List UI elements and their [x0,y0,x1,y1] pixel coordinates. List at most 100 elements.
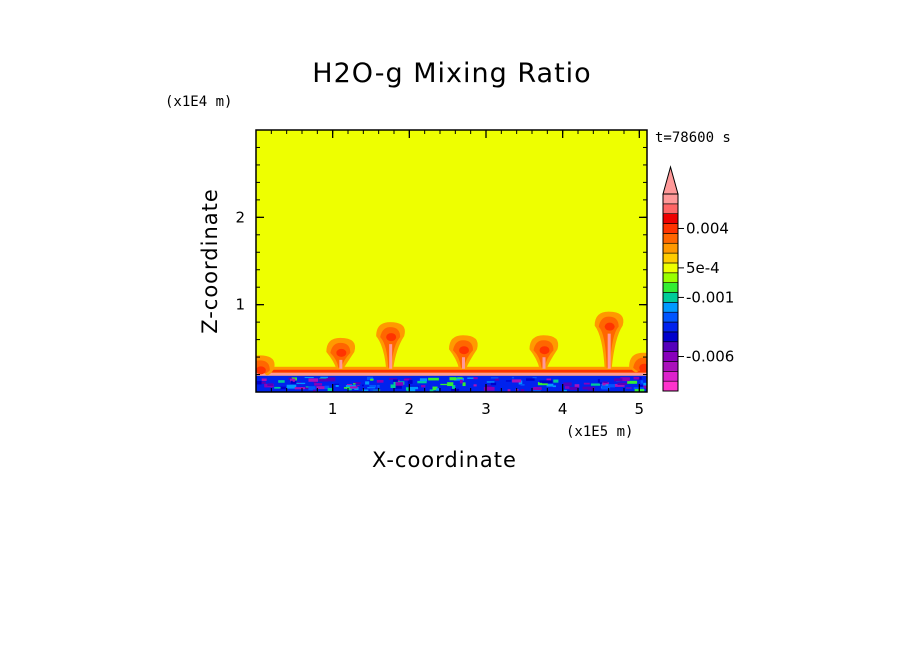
boundary-band-orange [256,366,647,371]
surface-blob [308,386,316,391]
colorbar-segment [662,361,679,372]
surface-blob [462,382,466,387]
time-label: t=78600 s [655,130,731,146]
colorbar-label: -0.006 [686,348,734,366]
surface-blob [617,382,628,386]
surface-blob [304,376,314,379]
surface-blob [346,384,352,386]
surface-blob [296,382,306,384]
surface-blob [334,383,340,385]
surface-blob [537,382,548,386]
surface-blob [473,384,477,387]
surface-blob [627,380,638,384]
x-tick-label: 4 [558,400,568,418]
surface-blob [258,381,267,384]
surface-blob [490,382,497,386]
surface-blob [520,389,525,392]
plume-core [459,346,469,355]
colorbar-segment [662,223,679,234]
surface-blob [407,380,413,384]
plume-core [639,363,647,372]
plume-core [604,322,615,331]
colorbar-segment [662,341,679,352]
surface-blob [583,382,590,385]
surface-blob [490,377,499,379]
surface-blob [377,384,380,388]
surface-blob [320,376,328,379]
colorbar-segment [662,213,679,224]
surface-blob [290,380,297,384]
surface-blob [533,386,542,391]
surface-blob [563,389,567,392]
surface-blob [552,385,556,388]
surface-blob [419,378,428,382]
surface-blob [520,383,525,386]
surface-blob [436,388,440,391]
colorbar-segment [662,370,679,382]
axis-ticks: 1 2 3 4 5 1 2 [235,130,647,418]
plume [376,322,405,369]
surface-blob [261,378,267,382]
surface-blob [421,385,426,388]
colorbar-segment [662,272,679,283]
surface-blob [327,387,333,391]
surface-blob [467,377,474,379]
chart-title: H2O-g Mixing Ratio [312,58,592,89]
surface-blob [395,382,404,386]
y-axis-unit: (x1E4 m) [165,94,233,110]
colorbar-segment [662,233,679,244]
surface-blob [587,386,595,391]
plume [529,335,559,369]
surface-blob [316,386,325,390]
surface-blob [324,377,336,382]
surface-blob [590,383,601,386]
colorbar-segment [662,193,679,205]
surface-blob [453,377,464,381]
surface-blob [366,376,374,380]
surface-blob [640,380,644,384]
x-tick-label: 5 [635,400,645,418]
surface-blob [392,379,398,382]
plume-stem [389,344,393,369]
surface-blob [597,378,600,383]
colorbar-label: -0.001 [686,288,734,306]
plume [326,337,356,369]
surface-blob [388,378,398,380]
surface-blob [407,388,416,392]
surface-blob [370,378,374,381]
surface-blob [485,385,492,387]
surface-blob [390,384,396,389]
colorbar-extension [662,165,679,195]
surface-blob [294,387,306,390]
plume [449,335,478,369]
surface-blob [539,380,551,383]
surface-blob [432,386,438,391]
surface-blob [546,378,551,382]
surface-blob [353,382,361,385]
surface-blob [343,387,353,389]
surface-blob [608,384,616,388]
surface-blob [486,381,495,383]
plume-core [336,348,347,357]
plot-area [256,130,647,392]
surface-blob [356,384,360,387]
surface-blob [405,387,410,391]
surface-blob [429,389,434,392]
surface-blob [563,382,572,386]
colorbar-segment [662,252,679,264]
surface-blob [526,378,535,381]
surface-blob [267,383,274,387]
y-tick-label: 2 [235,208,245,226]
surface-blob [532,376,537,379]
surface-blob [256,380,262,385]
surface-blob [286,384,297,389]
colorbar-frame [662,193,679,392]
colorbar-segment [662,242,679,254]
surface-blob [633,376,640,380]
plume-stem [462,357,465,369]
surface-blob [582,386,591,390]
colorbar-segment [662,351,679,362]
surface-blob [324,385,330,390]
y-tick-label: 1 [235,296,245,314]
